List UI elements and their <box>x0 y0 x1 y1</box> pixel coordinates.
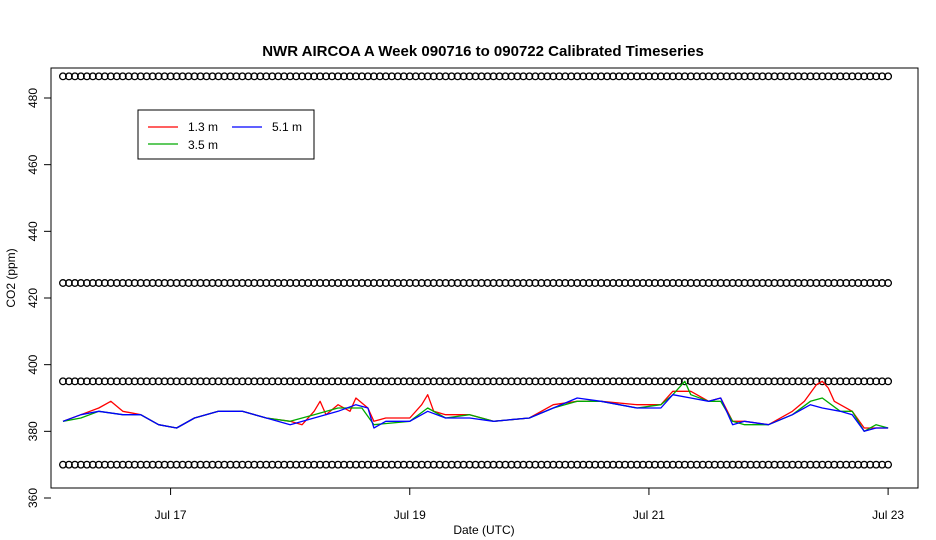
reference-marker <box>884 279 893 287</box>
legend-box <box>137 109 315 160</box>
y-axis: 360 380 400 420 440 460 480 <box>26 88 51 508</box>
reference-markers <box>59 72 893 469</box>
y-tick-label: 420 <box>26 288 40 308</box>
reference-marker <box>884 72 893 81</box>
legend-label-1: 1.3 m <box>188 120 218 134</box>
legend-label-2: 3.5 m <box>188 138 218 152</box>
y-tick-label: 400 <box>26 354 40 374</box>
y-tick-label: 460 <box>26 154 40 174</box>
plot-area-frame <box>50 67 919 489</box>
y-tick-label: 380 <box>26 421 40 441</box>
y-tick-label: 480 <box>26 88 40 108</box>
legend-label-3: 5.1 m <box>272 120 302 134</box>
x-axis-label: Date (UTC) <box>453 523 514 537</box>
x-tick-label: Jul 23 <box>872 508 904 522</box>
y-axis-label: CO2 (ppm) <box>4 248 18 307</box>
y-tick-label: 360 <box>26 488 40 508</box>
series-line-3 <box>62 394 889 432</box>
reference-marker <box>884 377 893 386</box>
chart-title: NWR AIRCOA A Week 090716 to 090722 Calib… <box>262 43 704 60</box>
legend: 1.3 m 3.5 m 5.1 m <box>137 109 315 160</box>
series-line-1 <box>62 380 889 429</box>
x-tick-label: Jul 21 <box>633 508 665 522</box>
x-tick-label: Jul 17 <box>155 508 187 522</box>
x-tick-label: Jul 19 <box>394 508 426 522</box>
y-tick-label: 440 <box>26 221 40 241</box>
series-lines <box>62 380 889 432</box>
reference-marker <box>884 460 893 469</box>
x-axis: Jul 17 Jul 19 Jul 21 Jul 23 <box>155 488 904 522</box>
